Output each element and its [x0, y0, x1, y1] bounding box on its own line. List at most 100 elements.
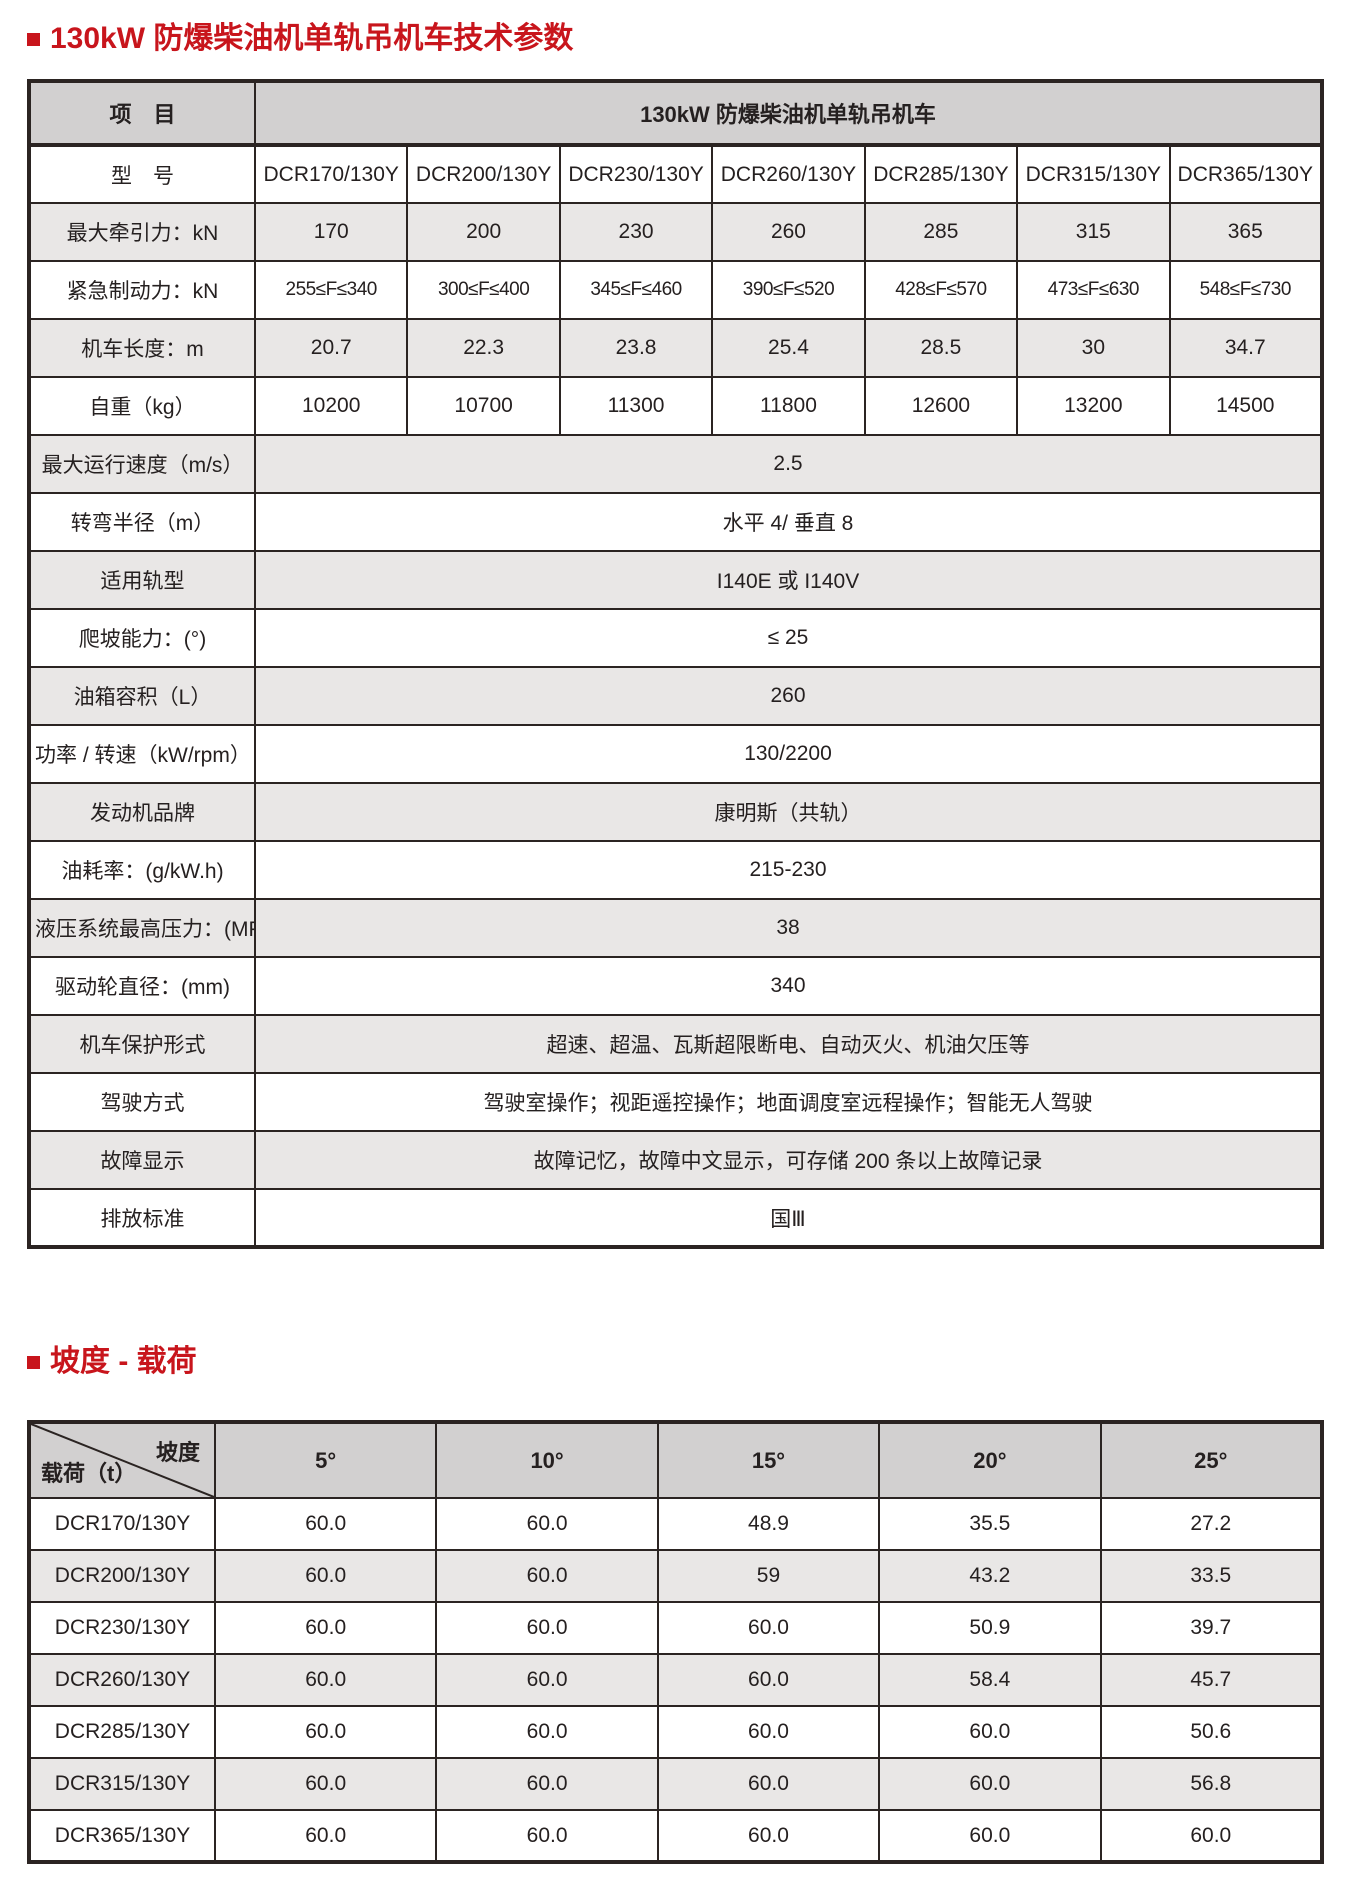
slope-header-cell: 20° [878, 1421, 1102, 1499]
load-cell: 60.0 [435, 1809, 659, 1863]
section-title-slope-load-text: 坡度 - 载荷 [50, 1345, 197, 1378]
span-value-cell: 260 [254, 666, 1323, 726]
value-cell: 10200 [253, 376, 409, 436]
value-cell: 12600 [863, 376, 1019, 436]
row-label: 最大牵引力：kN [28, 202, 256, 262]
row-label: 紧急制动力：kN [28, 260, 256, 320]
load-cell: 60.0 [435, 1653, 659, 1707]
spec-row-power-rpm: 功率 / 转速（kW/rpm） 130/2200 [28, 724, 1323, 784]
spec-row-model: 型 号 DCR170/130Y DCR200/130Y DCR230/130Y … [28, 144, 1324, 204]
load-cell: 60.0 [435, 1757, 659, 1811]
value-cell: 11800 [711, 376, 866, 436]
value-cell: 28.5 [863, 318, 1019, 378]
value-cell: 473≤F≤630 [1016, 260, 1171, 320]
load-cell: 60.0 [213, 1601, 438, 1655]
model-cell: DCR365/130Y [28, 1809, 216, 1863]
row-label: 适用轨型 [28, 550, 256, 610]
load-cell: 60.0 [213, 1757, 438, 1811]
spec-row-fault-display: 故障显示 故障记忆，故障中文显示，可存储 200 条以上故障记录 [28, 1130, 1323, 1190]
load-cell: 58.4 [878, 1653, 1102, 1707]
slope-row: DCR230/130Y 60.0 60.0 60.0 50.9 39.7 [28, 1601, 1324, 1655]
spec-row-hydraulic-pressure: 液压系统最高压力：(MPa) 38 [28, 898, 1323, 958]
slope-header-cell: 15° [656, 1421, 881, 1499]
model-cell: DCR285/130Y [28, 1705, 216, 1759]
spec-header-item-cell: 项 目 [28, 80, 256, 147]
value-cell: 13200 [1016, 376, 1171, 436]
load-cell: 60.0 [213, 1705, 438, 1759]
span-value-cell: 130/2200 [254, 724, 1323, 784]
slope-row: DCR365/130Y 60.0 60.0 60.0 60.0 60.0 [28, 1809, 1324, 1863]
slope-header-row: 坡度 载荷（t） 5° 10° 15° 20° 25° [28, 1421, 1324, 1499]
load-cell: 60.0 [435, 1497, 659, 1551]
slope-row: DCR260/130Y 60.0 60.0 60.0 58.4 45.7 [28, 1653, 1324, 1707]
value-cell: 20.7 [253, 318, 409, 378]
row-label: 功率 / 转速（kW/rpm） [28, 724, 256, 784]
slope-axis-label: 坡度 [155, 1440, 200, 1465]
row-label: 驾驶方式 [28, 1072, 256, 1132]
value-cell: 548≤F≤730 [1168, 260, 1324, 320]
load-cell: 60.0 [435, 1705, 659, 1759]
load-cell: 27.2 [1099, 1497, 1324, 1551]
model-cell: DCR315/130Y [1016, 144, 1171, 204]
load-cell: 60.0 [656, 1653, 881, 1707]
row-label: 发动机品牌 [28, 782, 256, 842]
row-label: 自重（kg） [28, 376, 256, 436]
slope-row: DCR170/130Y 60.0 60.0 48.9 35.5 27.2 [28, 1497, 1324, 1551]
value-cell: 230 [558, 202, 714, 262]
load-cell: 59 [656, 1549, 881, 1603]
load-axis-label: 载荷（t） [41, 1461, 137, 1486]
load-cell: 60.0 [656, 1601, 881, 1655]
span-value-cell: 340 [254, 956, 1323, 1016]
load-cell: 60.0 [878, 1705, 1102, 1759]
load-cell: 60.0 [435, 1549, 659, 1603]
span-value-cell: 215-230 [254, 840, 1323, 900]
span-value-cell: 康明斯（共轨） [254, 782, 1323, 842]
value-cell: 315 [1016, 202, 1171, 262]
spec-row-fuel-consumption: 油耗率：(g/kW.h) 215-230 [28, 840, 1323, 900]
row-label: 液压系统最高压力：(MPa) [28, 898, 256, 958]
spec-row-braking: 紧急制动力：kN 255≤F≤340 300≤F≤400 345≤F≤460 3… [28, 260, 1324, 320]
load-cell: 60.0 [878, 1757, 1102, 1811]
row-label: 转弯半径（m） [28, 492, 256, 552]
spec-row-protection: 机车保护形式 超速、超温、瓦斯超限断电、自动灭火、机油欠压等 [28, 1014, 1323, 1074]
value-cell: 14500 [1168, 376, 1324, 436]
span-value-cell: 38 [254, 898, 1323, 958]
slope-row: DCR200/130Y 60.0 60.0 59 43.2 33.5 [28, 1549, 1324, 1603]
slope-header-cell: 25° [1099, 1421, 1324, 1499]
spec-row-weight: 自重（kg） 10200 10700 11300 11800 12600 132… [28, 376, 1324, 436]
model-cell: DCR200/130Y [406, 144, 561, 204]
value-cell: 260 [711, 202, 866, 262]
value-cell: 22.3 [406, 318, 561, 378]
value-cell: 30 [1016, 318, 1171, 378]
spec-header-row: 项 目 130kW 防爆柴油机单轨吊机车 [28, 80, 1323, 147]
model-cell: DCR230/130Y [558, 144, 714, 204]
spec-row-emission: 排放标准 国Ⅲ [28, 1188, 1323, 1248]
row-label: 爬坡能力：(°) [28, 608, 256, 668]
section-title-specs-text: 130kW 防爆柴油机单轨吊机车技术参数 [50, 22, 574, 55]
model-cell: DCR315/130Y [28, 1757, 216, 1811]
row-label-model: 型 号 [28, 144, 256, 204]
red-square-bullet [27, 33, 40, 46]
span-value-cell: I140E 或 I140V [254, 550, 1323, 610]
value-cell: 170 [253, 202, 409, 262]
load-cell: 60.0 [656, 1757, 881, 1811]
load-cell: 60.0 [213, 1653, 438, 1707]
span-value-cell: ≤ 25 [254, 608, 1323, 668]
load-cell: 60.0 [656, 1809, 881, 1863]
model-cell: DCR200/130Y [28, 1549, 216, 1603]
red-square-bullet [27, 1356, 40, 1369]
spec-row-length: 机车长度：m 20.7 22.3 23.8 25.4 28.5 30 34.7 [28, 318, 1324, 378]
load-cell: 60.0 [213, 1809, 438, 1863]
value-cell: 365 [1168, 202, 1324, 262]
row-label: 油箱容积（L） [28, 666, 256, 726]
slope-row: DCR315/130Y 60.0 60.0 60.0 60.0 56.8 [28, 1757, 1324, 1811]
span-value-cell: 2.5 [254, 434, 1323, 494]
diagonal-header-cell: 坡度 载荷（t） [28, 1421, 216, 1499]
load-cell: 60.0 [213, 1549, 438, 1603]
load-cell: 50.9 [878, 1601, 1102, 1655]
load-cell: 56.8 [1099, 1757, 1324, 1811]
spec-row-rail-type: 适用轨型 I140E 或 I140V [28, 550, 1323, 610]
value-cell: 23.8 [558, 318, 714, 378]
value-cell: 25.4 [711, 318, 866, 378]
